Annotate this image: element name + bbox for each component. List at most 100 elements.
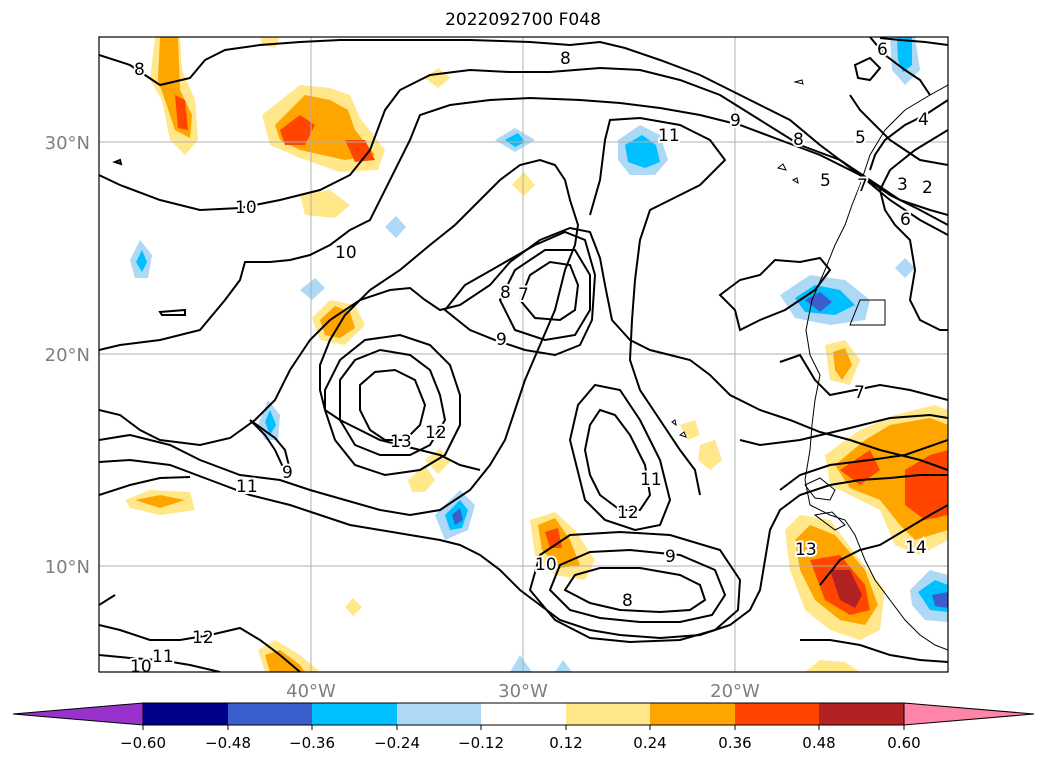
graticule [99, 37, 948, 672]
map-panel: 8 8 6 5 4 3 2 6 11 9 8 7 5 10 10 8 7 [45, 36, 949, 702]
shaded-anomaly-patches [125, 37, 948, 672]
contour-label: 11 [658, 126, 680, 146]
contour-label: 11 [152, 647, 174, 667]
warm-patch [300, 190, 350, 218]
contour-label: 7 [854, 383, 865, 403]
contour-label: 5 [820, 171, 831, 191]
warm-patch [905, 450, 948, 520]
contour-label: 12 [617, 503, 639, 523]
colorbar-extend-high [903, 702, 1035, 726]
warm-patch [840, 450, 880, 485]
warm-patch [135, 495, 185, 508]
contour-label: 14 [905, 538, 927, 558]
contour-label: 8 [134, 60, 145, 80]
colorbar-tick-label: 0.48 [802, 734, 835, 752]
contour-label: 8 [793, 130, 804, 150]
lon-label-30w: 30°W [498, 681, 548, 702]
contour-label: 12 [192, 628, 214, 648]
contour-label: 2 [922, 178, 933, 198]
contour-label: 13 [390, 432, 412, 452]
cool-patch [452, 508, 463, 525]
cool-patch [932, 592, 948, 608]
colorbar-bin [735, 703, 819, 725]
lat-label-30n: 30°N [45, 133, 90, 154]
warm-patch [833, 348, 852, 380]
contour-lines [99, 37, 948, 672]
colorbar-bin [143, 703, 228, 725]
contour-label: 11 [640, 470, 662, 490]
cool-patch [136, 250, 147, 272]
contour-label: 6 [877, 40, 888, 60]
contour-8-loop [563, 567, 707, 614]
lat-label-10n: 10°N [45, 557, 90, 578]
contour-label: 8 [560, 49, 571, 69]
contour-label: 7 [518, 285, 529, 305]
contour-label: 10 [535, 555, 557, 575]
cool-patch [300, 278, 325, 300]
colorbar-tick-label: −0.36 [289, 734, 335, 752]
cool-patch [895, 258, 915, 278]
warm-patch [408, 465, 435, 492]
colorbar-tick-label: 0.36 [718, 734, 751, 752]
contour-label: 6 [900, 210, 911, 230]
colorbar-bin [228, 703, 312, 725]
contour-label: 9 [496, 330, 507, 350]
contour-label: 11 [236, 477, 258, 497]
colorbar: −0.60 −0.48 −0.36 −0.24 −0.12 0.12 0.24 … [12, 702, 1035, 752]
colorbar-bin [312, 703, 397, 725]
lon-label-40w: 40°W [286, 681, 336, 702]
lon-label-20w: 20°W [710, 681, 760, 702]
contour-label: 10 [130, 657, 152, 677]
contour-label: 7 [857, 176, 868, 196]
colorbar-bin [650, 703, 735, 725]
contour-label: 5 [855, 128, 866, 148]
warm-patch [698, 440, 722, 470]
contour-7-loop [518, 260, 580, 322]
lat-label-20n: 20°N [45, 345, 90, 366]
colorbar-bin [566, 703, 650, 725]
warm-patch [280, 115, 315, 145]
contour-labels: 8 8 6 5 4 3 2 6 11 9 8 7 5 10 10 8 7 [128, 38, 935, 677]
colorbar-bin [819, 703, 904, 725]
cool-patch [555, 660, 572, 672]
contour-label: 8 [500, 283, 511, 303]
colorbar-tick-label: 0.60 [887, 734, 920, 752]
cool-patch [625, 135, 660, 168]
cool-patch [505, 133, 525, 147]
colorbar-tick-label: −0.24 [374, 734, 420, 752]
contour-label: 3 [897, 175, 908, 195]
map-title: 2022092700 F048 [445, 10, 601, 30]
warm-patch [345, 598, 362, 616]
contour-13-loop [359, 368, 427, 441]
contour-label: 10 [235, 198, 257, 218]
cool-patch [385, 216, 406, 238]
contour-label: 9 [665, 547, 676, 567]
contour-label: 8 [622, 591, 633, 611]
colorbar-tick-label: −0.48 [205, 734, 251, 752]
cool-patch [510, 655, 532, 672]
warm-patch [805, 660, 860, 672]
contour-label: 9 [730, 111, 741, 131]
cool-patch [897, 37, 912, 72]
contour-label: 12 [425, 423, 447, 443]
contour-label: 13 [795, 540, 817, 560]
warm-patch [425, 448, 450, 474]
warm-patch [175, 95, 188, 130]
contour-label: 9 [282, 463, 293, 483]
colorbar-tick-label: −0.12 [458, 734, 504, 752]
colorbar-bin [481, 703, 566, 725]
contour-12-loop [583, 408, 652, 511]
colorbar-extend-low [12, 702, 144, 726]
warm-patch [830, 570, 862, 608]
contour-label: 10 [335, 243, 357, 263]
colorbar-bin [397, 703, 481, 725]
warm-patch [680, 420, 700, 440]
warm-patch [345, 140, 375, 162]
cool-patch [805, 292, 832, 312]
colorbar-tick-label: 0.24 [633, 734, 666, 752]
colorbar-tick-label: −0.60 [120, 734, 166, 752]
colorbar-tick-label: 0.12 [549, 734, 582, 752]
contour-label: 4 [918, 110, 929, 130]
cool-patch [265, 410, 276, 435]
